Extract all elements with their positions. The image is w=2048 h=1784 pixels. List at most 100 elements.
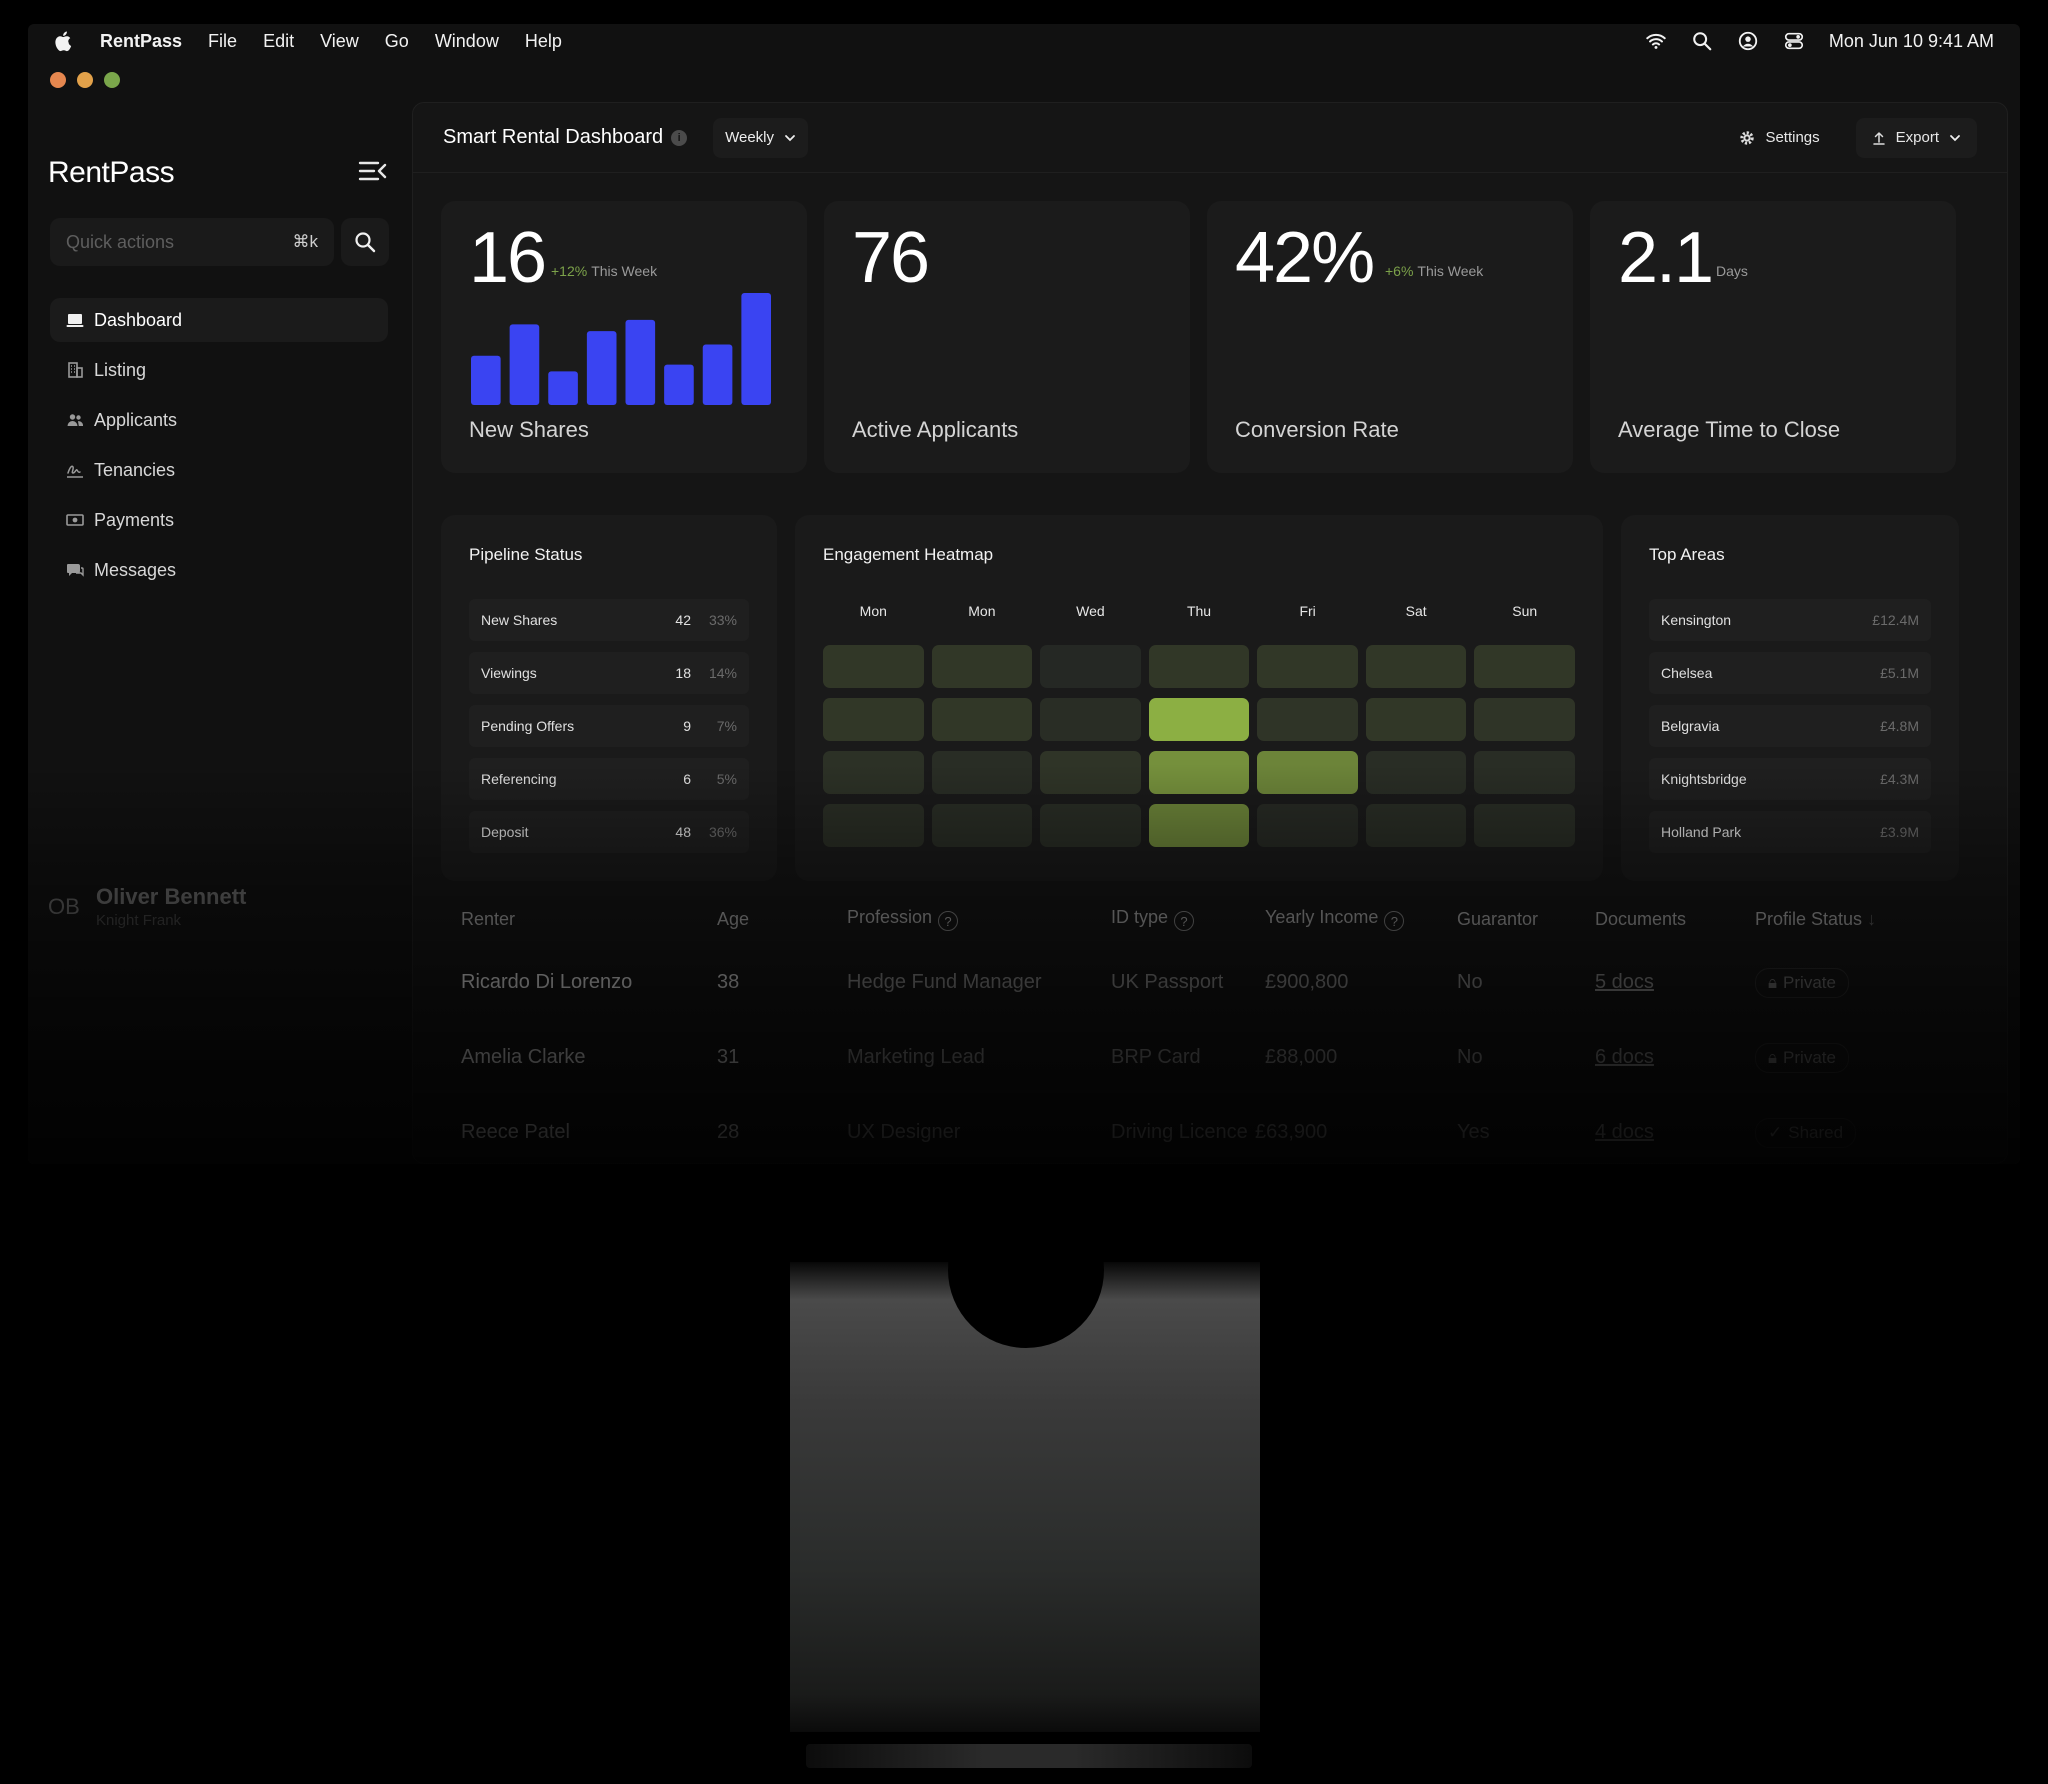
heatmap-cell[interactable] [1365, 751, 1467, 794]
heatmap-cell[interactable] [1040, 751, 1141, 794]
apple-icon[interactable] [54, 30, 74, 52]
status-badge[interactable]: 🔒︎ Private [1755, 1042, 1849, 1073]
area-row[interactable]: Belgravia £4.8M [1649, 705, 1931, 747]
heatmap-cell[interactable] [1148, 645, 1250, 688]
menu-edit[interactable]: Edit [263, 30, 295, 51]
table-row[interactable]: Amelia Clarke 31 Marketing Lead BRP Card… [443, 1020, 1979, 1095]
heatmap-day-label: Mon [968, 603, 996, 619]
minimize-window-button[interactable] [77, 72, 93, 88]
heatmap-cell[interactable] [823, 804, 924, 847]
area-row[interactable]: Knightsbridge £4.3M [1649, 758, 1931, 800]
spotlight-search-icon[interactable] [1691, 30, 1713, 52]
help-icon[interactable]: ? [938, 911, 959, 932]
col-id-type[interactable]: ID type? [1111, 907, 1265, 932]
heatmap-cell[interactable] [1474, 804, 1575, 847]
sidebar-item-label: Dashboard [94, 309, 183, 330]
sidebar-item-tenancies[interactable]: Tenancies [50, 448, 388, 492]
heatmap-cell[interactable] [823, 645, 924, 688]
heatmap-cell[interactable] [931, 645, 1033, 688]
zoom-window-button[interactable] [104, 72, 120, 88]
heatmap-cell[interactable] [1148, 804, 1250, 847]
area-row[interactable]: Holland Park £3.9M [1649, 811, 1931, 853]
heatmap-cell[interactable] [1040, 698, 1141, 741]
help-icon[interactable]: ? [1384, 911, 1405, 932]
heatmap-cell[interactable] [1365, 804, 1467, 847]
cell-id-type: Driving Licence [1111, 1121, 1248, 1143]
menu-window[interactable]: Window [434, 30, 499, 51]
sidebar-item-messages[interactable]: Messages [50, 548, 388, 592]
pipeline-row[interactable]: New Shares 42 33% [469, 599, 749, 641]
heatmap-cell[interactable] [931, 804, 1033, 847]
pipeline-row[interactable]: Referencing 6 5% [469, 758, 749, 800]
sidebar-item-listing[interactable]: Listing [50, 348, 388, 392]
table-row[interactable]: Ricardo Di Lorenzo 38 Hedge Fund Manager… [443, 945, 1979, 1020]
info-icon[interactable]: i [671, 129, 688, 146]
sidebar-item-applicants[interactable]: Applicants [50, 398, 388, 442]
heatmap-cell[interactable] [1040, 804, 1141, 847]
col-profession[interactable]: Profession? [847, 907, 1111, 932]
area-row[interactable]: Kensington £12.4M [1649, 599, 1931, 641]
heatmap-cell[interactable] [1257, 804, 1358, 847]
menu-go[interactable]: Go [384, 30, 409, 51]
heatmap-cell[interactable] [1040, 645, 1141, 688]
col-age[interactable]: Age [717, 908, 750, 929]
heatmap-cell[interactable] [1148, 751, 1250, 794]
documents-link[interactable]: 6 docs [1595, 1046, 1654, 1068]
search-button[interactable] [341, 218, 389, 266]
col-yearly-income[interactable]: Yearly Income? [1265, 907, 1457, 932]
heatmap-cell[interactable] [1257, 698, 1358, 741]
table-row[interactable]: Reece Patel 28 UX Designer Driving Licen… [443, 1095, 1979, 1164]
sort-arrow-down-icon[interactable]: ↓ [1867, 908, 1877, 929]
heatmap-cell[interactable] [931, 698, 1033, 741]
heatmap-cell[interactable] [1365, 698, 1467, 741]
col-guarantor[interactable]: Guarantor [1457, 908, 1539, 929]
menu-view[interactable]: View [320, 30, 359, 51]
col-profile-status[interactable]: Profile Status ↓ [1755, 909, 1945, 930]
help-icon[interactable]: ? [1174, 911, 1195, 932]
heatmap-cell[interactable] [823, 751, 924, 794]
documents-link[interactable]: 5 docs [1595, 971, 1654, 993]
heatmap-cell[interactable] [1474, 698, 1575, 741]
heatmap-cell[interactable] [1474, 645, 1575, 688]
area-row[interactable]: Chelsea £5.1M [1649, 652, 1931, 694]
quick-actions-input[interactable]: Quick actions ⌘k [50, 218, 334, 266]
documents-link[interactable]: 4 docs [1595, 1121, 1654, 1143]
cell-profession: Hedge Fund Manager [847, 971, 1042, 993]
kpi-card-conversion-rate[interactable]: 42% +6% This Week Conversion Rate [1207, 201, 1573, 473]
heatmap-cell[interactable] [823, 698, 924, 741]
settings-button[interactable]: Settings [1723, 118, 1835, 158]
control-center-icon[interactable] [1783, 30, 1805, 52]
kpi-card-new-shares[interactable]: 16 +12% This Week New Shares [441, 201, 807, 473]
collapse-sidebar-icon[interactable] [358, 158, 388, 184]
wifi-icon[interactable] [1645, 30, 1667, 52]
sidebar-item-dashboard[interactable]: Dashboard [50, 298, 388, 342]
pipeline-row[interactable]: Deposit 48 36% [469, 811, 749, 853]
status-badge[interactable]: 🔒︎ Private [1755, 967, 1849, 998]
kpi-card-avg-time-to-close[interactable]: 2.1 Days Average Time to Close [1590, 201, 1956, 473]
menu-app-name[interactable]: RentPass [100, 30, 183, 51]
period-dropdown[interactable]: Weekly [713, 117, 809, 158]
user-account-icon[interactable] [1737, 30, 1759, 52]
heatmap-cell[interactable] [1257, 751, 1358, 794]
col-renter[interactable]: Renter [461, 908, 516, 929]
user-profile[interactable]: OB Oliver Bennett Knight Frank [48, 884, 246, 929]
export-button[interactable]: Export [1855, 117, 1977, 158]
status-badge[interactable]: ✓ Shared [1755, 1117, 1857, 1148]
heatmap-cell[interactable] [1148, 698, 1250, 741]
heatmap-cell[interactable] [1365, 645, 1467, 688]
col-documents[interactable]: Documents [1595, 908, 1687, 929]
area-amount: £3.9M [1880, 824, 1919, 840]
pipeline-row[interactable]: Viewings 18 14% [469, 652, 749, 694]
heatmap-cell[interactable] [1474, 751, 1575, 794]
menubar-clock[interactable]: Mon Jun 10 9:41 AM [1828, 30, 1994, 51]
top-areas-list: Kensington £12.4M Chelsea £5.1M Belgravia £… [1649, 599, 1931, 864]
heatmap-cell[interactable] [1257, 645, 1358, 688]
kpi-card-active-applicants[interactable]: 76 Active Applicants [824, 201, 1190, 473]
close-window-button[interactable] [50, 72, 66, 88]
pipeline-row[interactable]: Pending Offers 9 7% [469, 705, 749, 747]
heatmap-cell[interactable] [931, 751, 1033, 794]
menu-file[interactable]: File [208, 30, 238, 51]
sidebar-item-label: Payments [94, 509, 175, 530]
sidebar-item-payments[interactable]: Payments [50, 498, 388, 542]
menu-help[interactable]: Help [524, 30, 562, 51]
